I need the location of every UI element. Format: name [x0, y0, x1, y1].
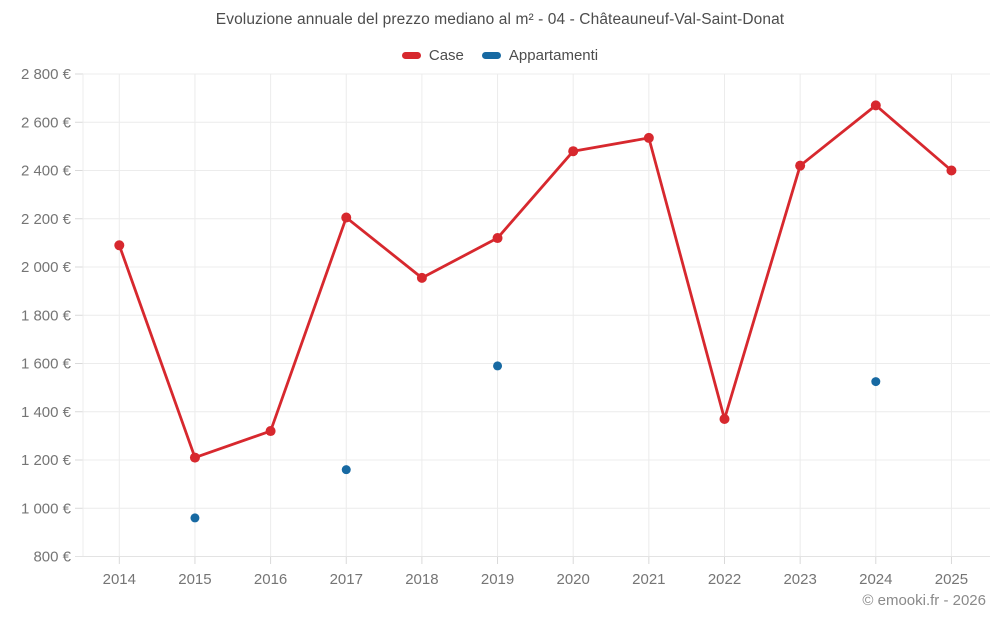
- case-data-point[interactable]: [795, 160, 806, 171]
- y-axis-label: 1 400 €: [21, 404, 72, 421]
- appartamenti-data-point[interactable]: [493, 361, 503, 371]
- x-axis-label: 2017: [330, 571, 363, 588]
- appartamenti-data-point[interactable]: [871, 377, 881, 387]
- legend: Case Appartamenti: [0, 47, 1000, 64]
- x-axis-label: 2015: [178, 571, 211, 588]
- appartamenti-data-point[interactable]: [190, 513, 200, 523]
- case-series-line: [117, 103, 953, 459]
- case-data-point[interactable]: [870, 100, 881, 111]
- x-axis-label: 2018: [405, 571, 438, 588]
- y-axis-label: 2 600 €: [21, 114, 72, 131]
- case-data-point[interactable]: [643, 132, 654, 143]
- y-axis-label: 800 €: [33, 549, 71, 566]
- x-axis-label: 2022: [708, 571, 741, 588]
- case-data-point[interactable]: [114, 240, 125, 251]
- case-data-point[interactable]: [189, 452, 200, 463]
- y-axis-label: 1 200 €: [21, 452, 72, 469]
- case-data-point[interactable]: [341, 212, 352, 223]
- y-axis-label: 2 400 €: [21, 163, 72, 180]
- legend-label-appartamenti: Appartamenti: [508, 47, 599, 64]
- y-axis-label: 2 000 €: [21, 259, 72, 276]
- case-data-point[interactable]: [265, 426, 276, 437]
- x-axis-label: 2024: [859, 571, 892, 588]
- case-data-point[interactable]: [492, 233, 503, 244]
- y-axis-label: 1 800 €: [21, 307, 72, 324]
- copyright-text: © emooki.fr - 2026: [862, 592, 986, 609]
- appartamenti-data-point[interactable]: [341, 465, 351, 475]
- y-axis-label: 2 800 €: [21, 66, 72, 83]
- y-axis-label: 2 200 €: [21, 211, 72, 228]
- x-axis-label: 2014: [103, 571, 136, 588]
- y-axis-label: 1 600 €: [21, 356, 72, 373]
- legend-swatch-case-icon: [401, 52, 421, 59]
- x-axis-label: 2023: [783, 571, 816, 588]
- x-axis-label: 2016: [254, 571, 287, 588]
- x-axis-label: 2019: [481, 571, 514, 588]
- chart-title: Evoluzione annuale del prezzo mediano al…: [215, 11, 785, 28]
- legend-swatch-appartamenti-icon: [481, 52, 501, 59]
- x-axis-label: 2025: [935, 571, 968, 588]
- x-axis-label: 2021: [632, 571, 665, 588]
- case-data-point[interactable]: [946, 165, 957, 176]
- y-axis-label: 1 000 €: [21, 500, 72, 517]
- case-data-point[interactable]: [568, 146, 579, 157]
- legend-item-appartamenti[interactable]: Appartamenti: [481, 47, 599, 64]
- x-axis-label: 2020: [557, 571, 590, 588]
- case-data-point[interactable]: [416, 272, 427, 283]
- legend-label-case: Case: [428, 47, 464, 64]
- case-data-point[interactable]: [719, 413, 730, 424]
- legend-item-case[interactable]: Case: [401, 47, 464, 64]
